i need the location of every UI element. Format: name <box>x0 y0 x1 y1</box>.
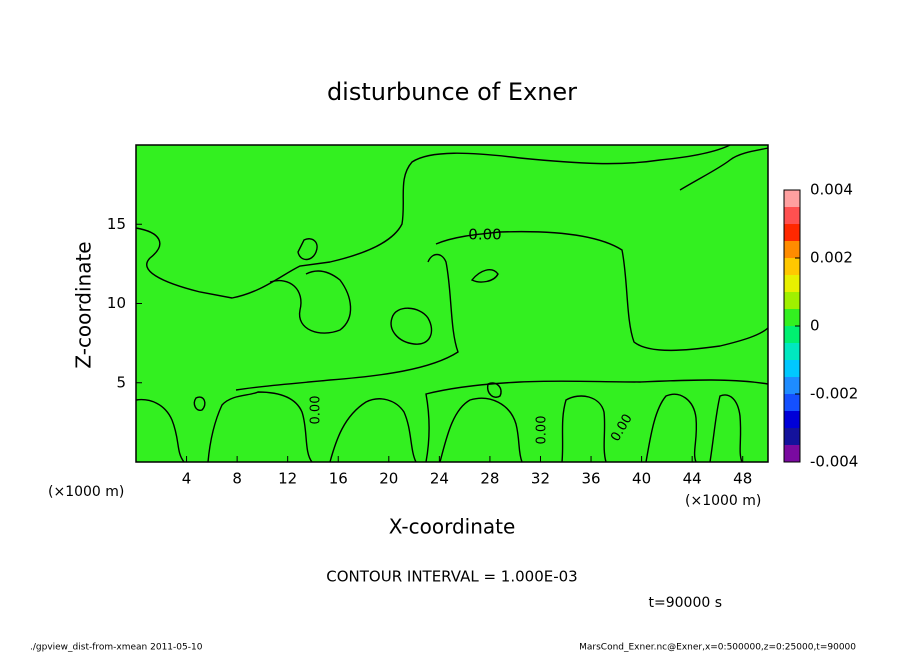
x-tick-label: 32 <box>531 470 550 488</box>
colorbar-level <box>784 241 800 258</box>
contour-line <box>329 398 417 463</box>
x-tick-label: 36 <box>581 470 600 488</box>
contour-line <box>470 269 499 283</box>
x-tick-label: 48 <box>733 470 752 488</box>
x-unit-label: (×1000 m) <box>685 493 761 509</box>
colorbar-level <box>784 343 800 360</box>
x-tick-label: 44 <box>683 470 702 488</box>
colorbar-level <box>784 326 800 343</box>
contour-label: 0.00 <box>468 226 501 244</box>
contour-line <box>269 270 352 334</box>
colorbar-tick-label: 0 <box>810 317 820 335</box>
y-tick-label: 15 <box>107 215 126 233</box>
colorbar-level <box>784 411 800 428</box>
x-tick-label: 28 <box>480 470 499 488</box>
colorbar-tick-label: 0.004 <box>810 181 853 199</box>
time-label: t=90000 s <box>649 595 723 611</box>
colorbar-tick-label: 0.002 <box>810 249 853 267</box>
contour-line <box>135 398 185 463</box>
contour-line <box>207 391 313 463</box>
colorbar-level <box>784 428 800 445</box>
footer-left: ./gpview_dist-from-xmean 2011-05-10 <box>30 643 203 653</box>
footer-right: MarsCond_Exner.nc@Exner,x=0:500000,z=0:2… <box>579 643 856 653</box>
colorbar-level <box>784 207 800 224</box>
x-tick-label: 4 <box>182 470 192 488</box>
colorbar-level <box>784 445 800 462</box>
colorbar-level <box>784 292 800 309</box>
x-unit-label: (×1000 m) <box>48 484 124 500</box>
colorbar-tick-label: -0.002 <box>810 385 858 403</box>
contour-line <box>435 230 769 352</box>
colorbar-level <box>784 224 800 241</box>
contour-line <box>235 253 459 391</box>
x-tick-label: 8 <box>232 470 242 488</box>
contour-lines <box>135 144 769 463</box>
contour-line <box>561 395 607 463</box>
contour-line <box>425 379 769 463</box>
colorbar-level <box>784 309 800 326</box>
y-axis-label: Z-coordinate <box>72 241 96 368</box>
y-tick-label: 10 <box>107 294 126 312</box>
contour-line <box>439 397 523 463</box>
colorbar: -0.004 -0.002 0 0.002 0.004 <box>783 181 858 471</box>
contour-line <box>390 307 433 345</box>
x-tick-label: 12 <box>278 470 297 488</box>
contour-interval: CONTOUR INTERVAL = 1.000E-03 <box>326 568 577 586</box>
y-tick-label: 5 <box>116 373 126 391</box>
colorbar-level <box>784 190 800 207</box>
contour-line <box>709 394 743 463</box>
colorbar-level <box>784 360 800 377</box>
x-tick-label: 16 <box>329 470 348 488</box>
contour-line <box>486 382 502 398</box>
contour-field <box>136 145 768 462</box>
contour-label: 0.00 <box>309 396 324 425</box>
colorbar-tick-label: -0.004 <box>810 453 858 471</box>
colorbar-level <box>784 258 800 275</box>
colorbar-level <box>784 394 800 411</box>
contour-label: 0.00 <box>535 416 550 445</box>
contour-line <box>679 147 769 191</box>
colorbar-level <box>784 377 800 394</box>
chart-title: disturbunce of Exner <box>327 78 577 106</box>
contour-line <box>645 393 698 463</box>
contour-line <box>135 144 731 299</box>
x-axis-label: X-coordinate <box>389 515 516 539</box>
contour-line <box>297 238 318 261</box>
x-tick-label: 24 <box>430 470 449 488</box>
colorbar-level <box>784 275 800 292</box>
contour-line <box>193 396 206 411</box>
x-tick-label: 20 <box>379 470 398 488</box>
x-tick-label: 40 <box>632 470 651 488</box>
